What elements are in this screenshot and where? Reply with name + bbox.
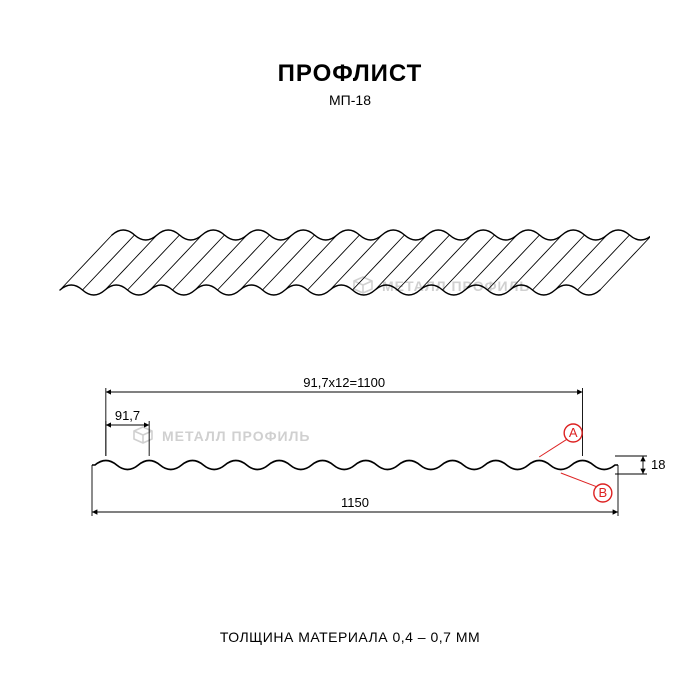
profile-wave xyxy=(92,461,618,470)
profile-cross-section: 91,7х12=1100 91,7 1150 18 A B xyxy=(40,370,670,540)
dim-top-formula: 91,7х12=1100 xyxy=(303,375,385,390)
dim-total-width: 1150 xyxy=(341,495,369,510)
dim-pitch: 91,7 xyxy=(115,408,140,423)
page-title: ПРОФЛИСТ xyxy=(0,60,700,88)
isometric-view xyxy=(50,140,650,310)
dim-height: 18 xyxy=(651,457,665,472)
marker-b-label: B xyxy=(598,485,607,500)
marker-a-label: A xyxy=(569,425,578,440)
material-thickness: ТОЛЩИНА МАТЕРИАЛА 0,4 – 0,7 ММ xyxy=(0,629,700,645)
page-subtitle: МП-18 xyxy=(0,92,700,108)
